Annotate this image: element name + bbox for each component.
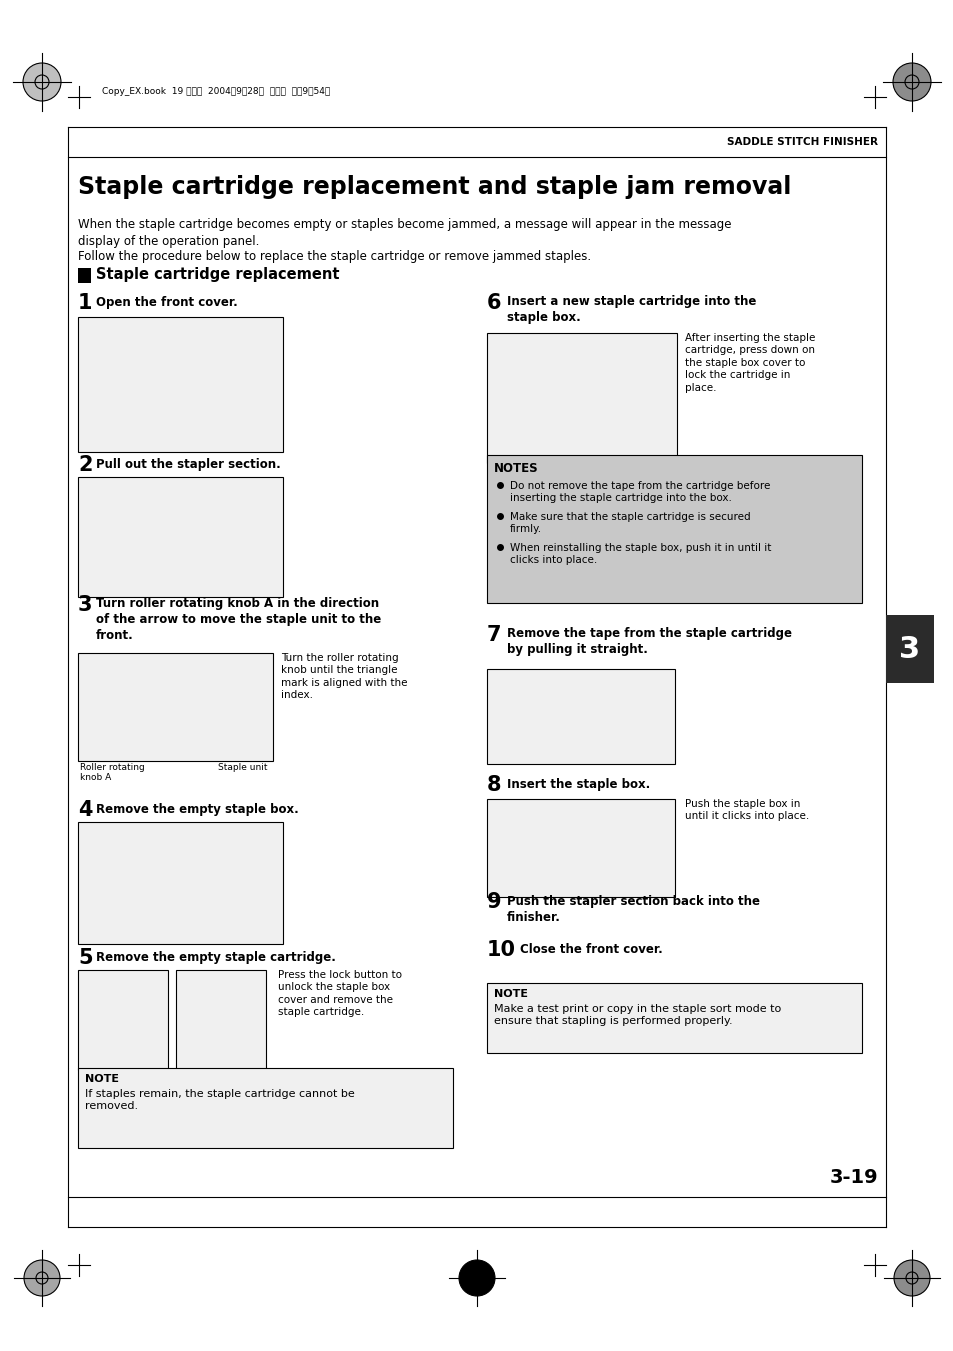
Text: Close the front cover.: Close the front cover. <box>519 943 662 957</box>
Text: Push the staple box in
until it clicks into place.: Push the staple box in until it clicks i… <box>684 798 808 821</box>
Text: 8: 8 <box>486 775 501 794</box>
Text: Turn the roller rotating
knob until the triangle
mark is aligned with the
index.: Turn the roller rotating knob until the … <box>281 653 407 700</box>
Text: 9: 9 <box>486 892 501 912</box>
Text: Make sure that the staple cartridge is secured
firmly.: Make sure that the staple cartridge is s… <box>510 512 750 535</box>
Text: Roller rotating
knob A: Roller rotating knob A <box>80 763 145 782</box>
Circle shape <box>24 1260 60 1296</box>
Circle shape <box>23 63 61 101</box>
Text: 3: 3 <box>78 594 92 615</box>
Bar <box>486 455 862 603</box>
Text: Make a test print or copy in the staple sort mode to
ensure that stapling is per: Make a test print or copy in the staple … <box>494 1004 781 1027</box>
Bar <box>885 615 933 684</box>
Text: Press the lock button to
unlock the staple box
cover and remove the
staple cartr: Press the lock button to unlock the stap… <box>277 970 401 1017</box>
Bar <box>78 653 273 761</box>
Bar <box>78 317 283 453</box>
Bar <box>175 970 266 1070</box>
Text: After inserting the staple
cartridge, press down on
the staple box cover to
lock: After inserting the staple cartridge, pr… <box>684 332 815 393</box>
Text: 6: 6 <box>486 293 501 313</box>
Text: Staple unit: Staple unit <box>218 763 267 771</box>
Text: 7: 7 <box>486 626 501 644</box>
Text: Push the stapler section back into the
finisher.: Push the stapler section back into the f… <box>506 894 760 924</box>
Text: Do not remove the tape from the cartridge before
inserting the staple cartridge : Do not remove the tape from the cartridg… <box>510 481 770 504</box>
Text: When reinstalling the staple box, push it in until it
clicks into place.: When reinstalling the staple box, push i… <box>510 543 771 566</box>
Text: Insert a new staple cartridge into the
staple box.: Insert a new staple cartridge into the s… <box>506 295 756 324</box>
Text: 10: 10 <box>486 940 516 961</box>
Text: SADDLE STITCH FINISHER: SADDLE STITCH FINISHER <box>726 136 877 147</box>
Text: 5: 5 <box>78 948 92 969</box>
Text: Remove the tape from the staple cartridge
by pulling it straight.: Remove the tape from the staple cartridg… <box>506 627 791 657</box>
Text: 3-19: 3-19 <box>828 1169 877 1188</box>
Bar <box>78 267 91 282</box>
Bar <box>486 798 675 897</box>
Text: Remove the empty staple cartridge.: Remove the empty staple cartridge. <box>96 951 335 965</box>
Text: Copy_EX.book  19 ページ  2004年9月28日  火曜日  午後9時54分: Copy_EX.book 19 ページ 2004年9月28日 火曜日 午後9時5… <box>102 86 330 96</box>
Text: NOTES: NOTES <box>494 462 538 476</box>
Bar <box>486 669 675 765</box>
Bar <box>486 984 862 1052</box>
Text: Remove the empty staple box.: Remove the empty staple box. <box>96 802 298 816</box>
Text: 2: 2 <box>78 455 92 476</box>
Text: 4: 4 <box>78 800 92 820</box>
Text: Pull out the stapler section.: Pull out the stapler section. <box>96 458 280 471</box>
Text: NOTE: NOTE <box>85 1074 119 1084</box>
Bar <box>486 332 677 463</box>
Bar <box>78 821 283 944</box>
Circle shape <box>458 1260 495 1296</box>
Text: Turn roller rotating knob A in the direction
of the arrow to move the staple uni: Turn roller rotating knob A in the direc… <box>96 597 381 642</box>
Circle shape <box>893 1260 929 1296</box>
Text: Follow the procedure below to replace the staple cartridge or remove jammed stap: Follow the procedure below to replace th… <box>78 250 591 263</box>
Text: 1: 1 <box>78 293 92 313</box>
Circle shape <box>892 63 930 101</box>
Text: Insert the staple box.: Insert the staple box. <box>506 778 650 790</box>
Text: 3: 3 <box>899 635 920 663</box>
Text: Staple cartridge replacement: Staple cartridge replacement <box>96 267 339 282</box>
Bar <box>78 477 283 597</box>
Bar <box>78 970 168 1070</box>
Text: Staple cartridge replacement and staple jam removal: Staple cartridge replacement and staple … <box>78 176 791 199</box>
Text: If staples remain, the staple cartridge cannot be
removed.: If staples remain, the staple cartridge … <box>85 1089 355 1112</box>
Text: When the staple cartridge becomes empty or staples become jammed, a message will: When the staple cartridge becomes empty … <box>78 218 731 247</box>
Bar <box>78 1069 453 1148</box>
Text: Open the front cover.: Open the front cover. <box>96 296 237 309</box>
Text: NOTE: NOTE <box>494 989 527 998</box>
